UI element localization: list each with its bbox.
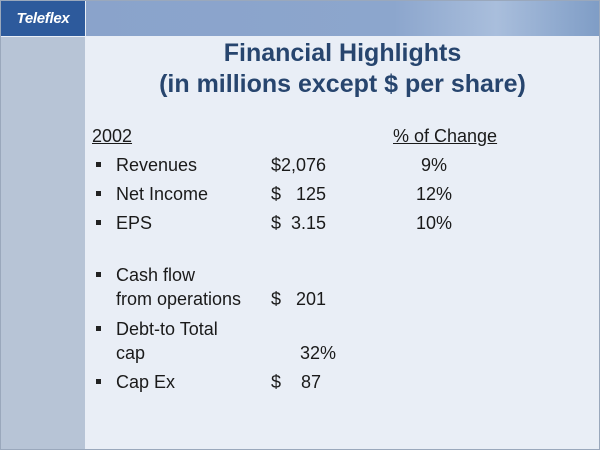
row-value: $2,076 — [271, 155, 327, 175]
row-label: Revenues — [116, 155, 198, 175]
row-label: EPS — [116, 213, 153, 233]
row-label-cont: cap — [116, 343, 146, 363]
header-band — [86, 1, 599, 36]
row-change: 12% — [416, 184, 453, 204]
row-value: 32% — [300, 343, 337, 363]
row-value: $ 201 — [271, 289, 327, 309]
row-label: Net Income — [116, 184, 209, 204]
side-panel — [1, 37, 85, 449]
change-heading: % of Change — [393, 126, 498, 146]
title-line-1: Financial Highlights — [223, 39, 462, 67]
row-change: 9% — [421, 155, 448, 175]
bullet-icon — [96, 272, 101, 277]
bullet-icon — [96, 326, 101, 331]
row-label: Debt-to Total — [116, 319, 218, 339]
bullet-icon — [96, 162, 101, 167]
row-value: $ 87 — [271, 372, 322, 392]
year-heading: 2002 — [92, 126, 133, 146]
bullet-icon — [96, 220, 101, 225]
teleflex-logo: Teleflex — [1, 1, 85, 36]
title-line-2: (in millions except $ per share) — [159, 70, 526, 98]
row-value: $ 3.15 — [271, 213, 327, 233]
slide-title: Financial Highlights (in millions except … — [86, 38, 599, 100]
bullet-icon — [96, 191, 101, 196]
row-label: Cash flow — [116, 265, 196, 285]
bullet-icon — [96, 379, 101, 384]
row-label: Cap Ex — [116, 372, 176, 392]
row-value: $ 125 — [271, 184, 327, 204]
row-label-cont: from operations — [116, 289, 242, 309]
row-change: 10% — [416, 213, 453, 233]
